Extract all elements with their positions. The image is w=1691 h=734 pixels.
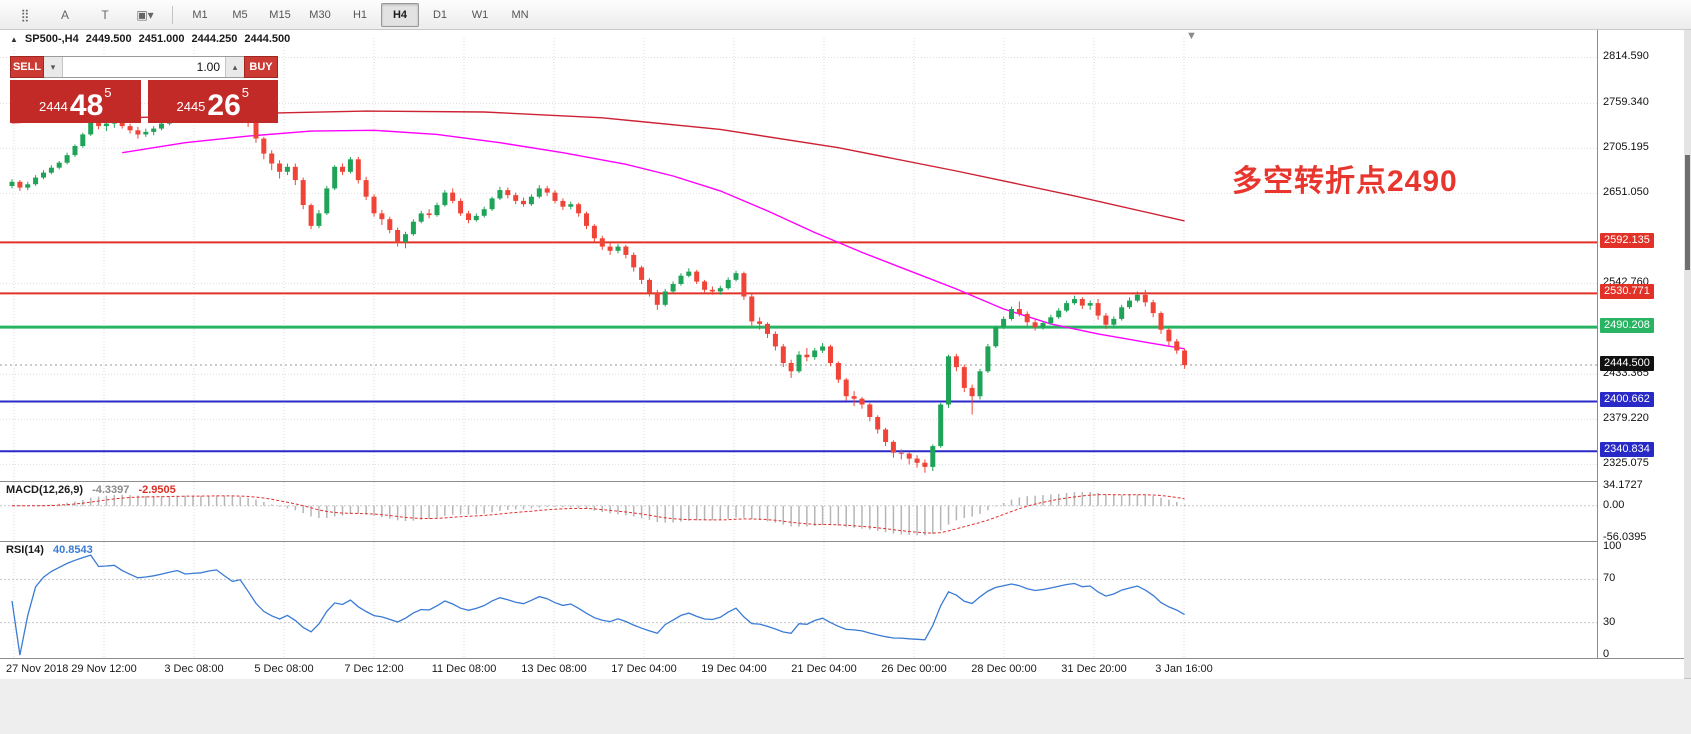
buy-price-display[interactable]: 2445 26 5 xyxy=(147,80,278,123)
volume-input[interactable] xyxy=(63,57,225,77)
ohlc-close: 2444.500 xyxy=(244,33,291,45)
time-axis-label: 3 Dec 08:00 xyxy=(164,663,224,675)
ma-slow-line xyxy=(11,110,1185,222)
ohlc-low: 2444.250 xyxy=(191,33,238,45)
rsi-line xyxy=(11,554,1185,656)
sell-button[interactable]: SELL xyxy=(10,56,44,78)
time-axis-label: 7 Dec 12:00 xyxy=(344,663,404,675)
time-axis-label: 21 Dec 04:00 xyxy=(791,663,857,675)
chart-window: ▲ SP500-,H4 2449.500 2451.000 2444.250 2444.5… xyxy=(0,30,1691,679)
macd-name: MACD(12,26,9) xyxy=(6,484,84,496)
timeframe-mn[interactable]: MN xyxy=(511,8,529,21)
timeframe-m1[interactable]: M1 xyxy=(192,8,208,21)
macd-axis-label: 34.1727 xyxy=(1603,479,1643,491)
toolbar-icon-group: ⣿ A T ▣▾ xyxy=(6,3,164,27)
price-tick-label: 2759.340 xyxy=(1603,96,1649,109)
time-axis-label: 13 Dec 08:00 xyxy=(521,663,587,675)
time-axis-label: 17 Dec 04:00 xyxy=(611,663,677,675)
symbols-grid-icon[interactable]: ⣿ xyxy=(20,7,30,22)
price-tick-label: 2325.075 xyxy=(1603,457,1649,470)
price-axis[interactable]: 2814.590 2759.340 2705.195 2651.050 2542.760… xyxy=(1597,30,1684,678)
macd-histogram xyxy=(11,492,1186,536)
macd-axis-label: 0.00 xyxy=(1603,498,1625,511)
rsi-value: 40.8543 xyxy=(52,544,93,556)
time-axis-label: 5 Dec 08:00 xyxy=(254,663,314,675)
price-tick-label: 2705.195 xyxy=(1603,141,1649,154)
sell-price-pip: 5 xyxy=(104,85,112,100)
rsi-name: RSI(14) xyxy=(6,544,44,556)
chart-shift-icon[interactable]: ▼ xyxy=(1186,30,1197,42)
time-axis-label: 28 Dec 00:00 xyxy=(971,663,1037,675)
rsi-axis-label: 0 xyxy=(1603,648,1610,660)
price-level-badge: 2400.662 xyxy=(1600,392,1654,408)
top-toolbar: ⣿ A T ▣▾ M1 M5 M15 M30 H1 H4 D1 W1 MN xyxy=(0,0,1691,30)
macd-signal-value: -2.9505 xyxy=(138,484,176,496)
rsi-pane-splitter[interactable] xyxy=(0,541,1684,542)
buy-price-pip: 5 xyxy=(241,85,250,100)
one-click-trading-panel: SELL ▾ ▴ BUY 2444 48 5 2445 26 5 xyxy=(10,56,278,123)
timeframe-w1[interactable]: W1 xyxy=(471,8,489,21)
sell-price-display[interactable]: 2444 48 5 xyxy=(10,80,141,123)
time-axis[interactable]: 27 Nov 2018 29 Nov 12:00 3 Dec 08:00 5 Dec … xyxy=(0,658,1684,679)
cursor-tool-icon[interactable]: A xyxy=(60,7,69,22)
bottom-strip xyxy=(0,678,1691,734)
rsi-indicator-label: RSI(14) 40.8543 xyxy=(6,544,93,556)
price-level-badge: 2530.771 xyxy=(1600,284,1654,300)
macd-axis-label: -56.0395 xyxy=(1603,531,1647,543)
volume-up-button[interactable]: ▴ xyxy=(225,57,244,77)
volume-control: ▾ ▴ xyxy=(44,56,244,78)
timeframe-h4[interactable]: H4 xyxy=(381,2,419,27)
timeframe-d1[interactable]: D1 xyxy=(432,8,448,21)
sell-price-main: 48 xyxy=(69,88,104,122)
macd-indicator-label: MACD(12,26,9) -4.3397 -2.9505 xyxy=(6,484,176,496)
buy-price-prefix: 2445 xyxy=(176,99,206,114)
time-axis-label: 19 Dec 04:00 xyxy=(701,663,767,675)
rsi-axis-label: 30 xyxy=(1603,615,1616,628)
vertical-scrollbar[interactable] xyxy=(1684,30,1691,678)
sell-price-prefix: 2444 xyxy=(38,99,68,114)
price-level-badge: 2490.208 xyxy=(1600,318,1654,334)
time-axis-label: 3 Jan 16:00 xyxy=(1155,663,1213,675)
timeframe-m5[interactable]: M5 xyxy=(232,8,248,21)
symbol-up-icon: ▲ xyxy=(10,35,18,44)
price-tick-label: 2814.590 xyxy=(1603,50,1649,63)
rsi-axis-label: 100 xyxy=(1603,540,1622,552)
ma-fast-line xyxy=(122,129,1185,350)
timeframe-m30[interactable]: M30 xyxy=(309,8,331,21)
price-tick-label: 2379.220 xyxy=(1603,412,1649,425)
price-tick-label: 2651.050 xyxy=(1603,186,1649,199)
text-tool-icon[interactable]: T xyxy=(101,7,109,22)
time-axis-label: 26 Dec 00:00 xyxy=(881,663,947,675)
buy-button[interactable]: BUY xyxy=(244,56,278,78)
ohlc-open: 2449.500 xyxy=(85,33,132,45)
candlestick-series xyxy=(9,98,1188,473)
timeframe-button-group: M1 M5 M15 M30 H1 H4 D1 W1 MN xyxy=(181,2,539,27)
price-level-badge: 2340.834 xyxy=(1600,442,1654,458)
rsi-axis-label: 70 xyxy=(1603,572,1616,585)
scrollbar-thumb[interactable] xyxy=(1685,155,1690,270)
macd-value: -4.3397 xyxy=(92,484,130,496)
timeframe-m15[interactable]: M15 xyxy=(269,8,291,21)
symbol-timeframe-label: SP500-,H4 xyxy=(24,33,79,45)
chart-header: ▲ SP500-,H4 2449.500 2451.000 2444.250 2444.5… xyxy=(10,33,297,45)
macd-pane-splitter[interactable] xyxy=(0,481,1684,482)
buy-price-main: 26 xyxy=(207,88,241,122)
time-axis-label: 27 Nov 2018 xyxy=(6,663,69,675)
volume-down-button[interactable]: ▾ xyxy=(44,57,63,77)
time-axis-label: 31 Dec 20:00 xyxy=(1061,663,1127,675)
timeframe-h1[interactable]: H1 xyxy=(352,8,368,21)
toolbar-separator xyxy=(172,5,173,24)
current-price-badge: 2444.500 xyxy=(1600,356,1654,372)
chart-canvas[interactable] xyxy=(0,30,1597,658)
time-axis-label: 11 Dec 08:00 xyxy=(431,663,497,675)
time-axis-label: 29 Nov 12:00 xyxy=(71,663,137,675)
macd-signal-line xyxy=(11,494,1185,534)
price-level-badge: 2592.135 xyxy=(1600,233,1654,249)
ohlc-high: 2451.000 xyxy=(138,33,185,45)
chart-annotation-text: 多空转折点2490 xyxy=(1232,165,1458,198)
objects-tool-icon[interactable]: ▣▾ xyxy=(136,7,154,22)
